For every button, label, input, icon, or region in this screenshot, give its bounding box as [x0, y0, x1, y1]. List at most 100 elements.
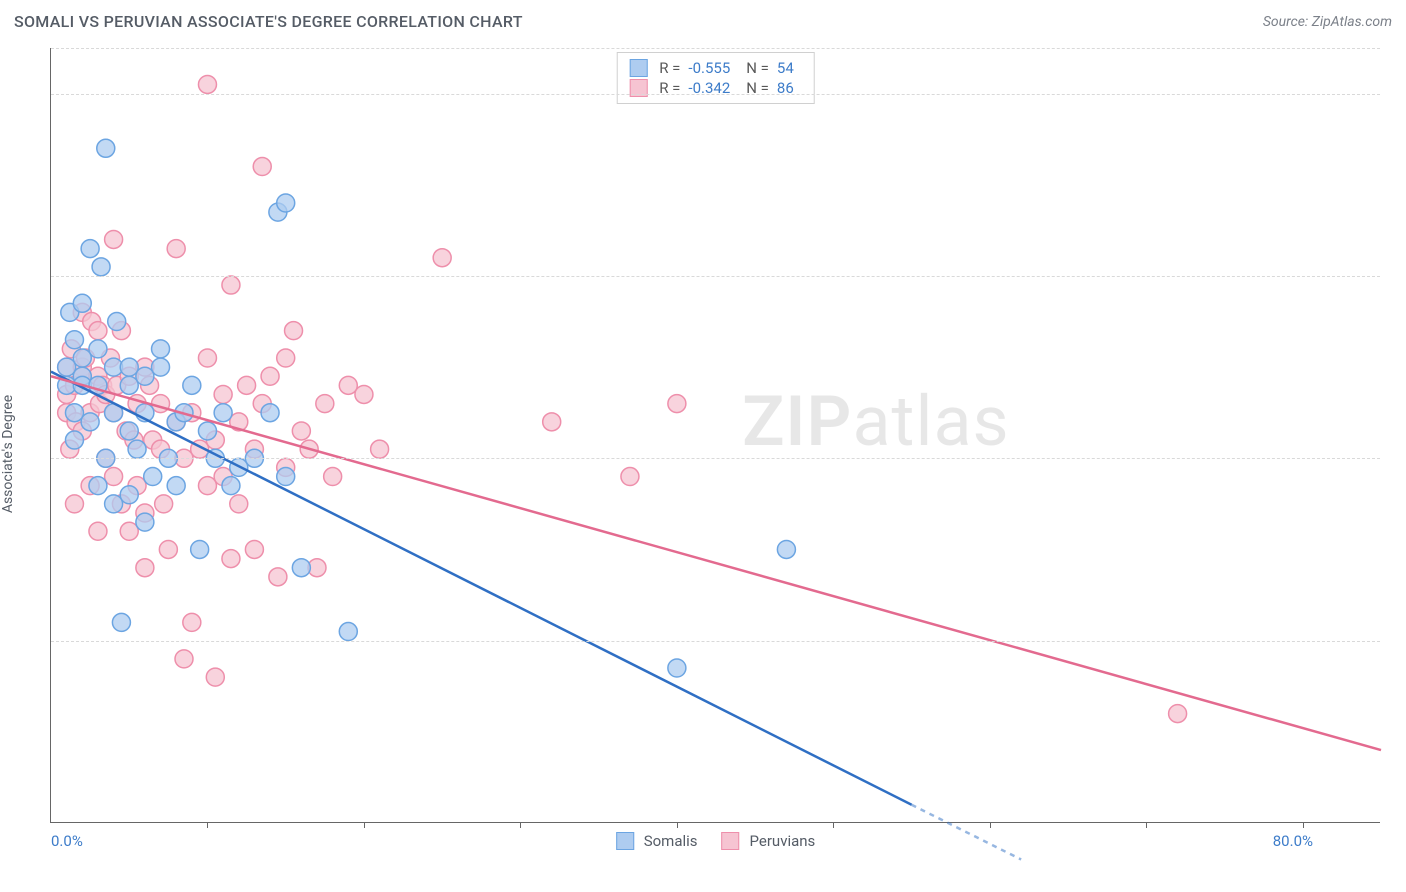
- legend-row: R =-0.342N =86: [629, 78, 802, 98]
- x-tick: [833, 822, 834, 828]
- scatter-point: [120, 376, 138, 394]
- scatter-point: [89, 477, 107, 495]
- scatter-point: [214, 385, 232, 403]
- scatter-point: [65, 431, 83, 449]
- scatter-point: [128, 440, 146, 458]
- scatter-point: [152, 358, 170, 376]
- scatter-point: [277, 194, 295, 212]
- scatter-point: [269, 568, 287, 586]
- scatter-point: [1169, 705, 1187, 723]
- scatter-point: [120, 486, 138, 504]
- scatter-point: [777, 540, 795, 558]
- scatter-point: [277, 349, 295, 367]
- series-legend: Somalis Peruvians: [616, 832, 816, 850]
- scatter-point: [183, 376, 201, 394]
- scatter-point: [621, 468, 639, 486]
- x-tick: [1303, 822, 1304, 828]
- gridline-h: [51, 641, 1380, 642]
- scatter-point: [245, 540, 263, 558]
- x-tick: [990, 822, 991, 828]
- y-tick-label: 60.0%: [1390, 267, 1406, 285]
- scatter-point: [136, 559, 154, 577]
- scatter-point: [108, 313, 126, 331]
- scatter-point: [81, 413, 99, 431]
- scatter-point: [120, 358, 138, 376]
- scatter-point: [230, 495, 248, 513]
- scatter-point: [112, 613, 130, 631]
- scatter-point: [253, 158, 271, 176]
- scatter-point: [206, 668, 224, 686]
- scatter-point: [198, 349, 216, 367]
- scatter-point: [183, 613, 201, 631]
- scatter-point: [136, 367, 154, 385]
- scatter-point: [65, 331, 83, 349]
- scatter-point: [81, 240, 99, 258]
- chart-title: SOMALI VS PERUVIAN ASSOCIATE'S DEGREE CO…: [14, 12, 523, 31]
- scatter-point: [292, 422, 310, 440]
- legend-label: Peruvians: [750, 832, 816, 850]
- legend-swatch: [722, 832, 740, 850]
- scatter-point: [543, 413, 561, 431]
- scatter-point: [339, 376, 357, 394]
- scatter-point: [105, 230, 123, 248]
- r-label: R =: [659, 59, 680, 77]
- y-axis-label: Associate's Degree: [0, 395, 16, 513]
- r-value: -0.555: [688, 59, 730, 77]
- scatter-point: [105, 468, 123, 486]
- scatter-point: [120, 422, 138, 440]
- y-tick-label: 40.0%: [1390, 449, 1406, 467]
- scatter-point: [222, 550, 240, 568]
- legend-label: Somalis: [644, 832, 698, 850]
- y-tick-label: 80.0%: [1390, 85, 1406, 103]
- x-tick: [207, 822, 208, 828]
- scatter-point: [261, 404, 279, 422]
- x-tick: [520, 822, 521, 828]
- scatter-point: [65, 404, 83, 422]
- scatter-point: [92, 258, 110, 276]
- scatter-point: [136, 513, 154, 531]
- scatter-point: [89, 340, 107, 358]
- scatter-point: [198, 477, 216, 495]
- n-label: N =: [746, 59, 769, 77]
- legend-row: R =-0.555N =54: [629, 58, 802, 78]
- scatter-point: [316, 395, 334, 413]
- scatter-point: [324, 468, 342, 486]
- regression-line: [51, 376, 1381, 750]
- scatter-point: [167, 240, 185, 258]
- scatter-point: [238, 376, 256, 394]
- regression-line-extension: [912, 805, 1022, 860]
- x-tick-label: 80.0%: [1273, 832, 1313, 850]
- scatter-point: [105, 495, 123, 513]
- chart-svg: [51, 48, 1380, 822]
- scatter-point: [222, 276, 240, 294]
- regression-line: [51, 372, 912, 805]
- scatter-point: [198, 422, 216, 440]
- scatter-point: [339, 623, 357, 641]
- scatter-point: [433, 249, 451, 267]
- scatter-point: [167, 477, 185, 495]
- x-tick: [1146, 822, 1147, 828]
- scatter-point: [73, 349, 91, 367]
- scatter-point: [191, 540, 209, 558]
- x-tick: [364, 822, 365, 828]
- scatter-point: [668, 659, 686, 677]
- scatter-point: [73, 294, 91, 312]
- scatter-point: [89, 522, 107, 540]
- scatter-point: [277, 468, 295, 486]
- scatter-point: [371, 440, 389, 458]
- y-tick-label: 20.0%: [1390, 632, 1406, 650]
- gridline-h: [51, 94, 1380, 95]
- gridline-h: [51, 276, 1380, 277]
- scatter-point: [97, 139, 115, 157]
- scatter-point: [58, 358, 76, 376]
- correlation-legend: R =-0.555N =54R =-0.342N =86: [616, 52, 815, 104]
- scatter-point: [222, 477, 240, 495]
- legend-item: Peruvians: [722, 832, 816, 850]
- scatter-point: [65, 495, 83, 513]
- legend-swatch: [616, 832, 634, 850]
- x-tick: [677, 822, 678, 828]
- scatter-point: [198, 75, 216, 93]
- scatter-point: [355, 385, 373, 403]
- gridline-h: [51, 48, 1380, 49]
- legend-swatch: [629, 59, 647, 77]
